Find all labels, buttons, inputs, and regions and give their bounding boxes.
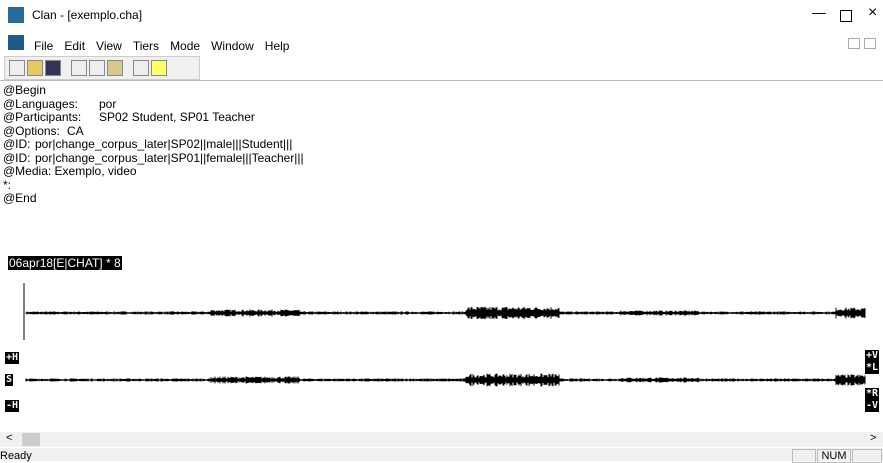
wave-label: +V: [865, 350, 880, 362]
scroll-right[interactable]: >: [870, 432, 877, 444]
text-line: @Languages: por: [3, 96, 117, 111]
mdi-restore[interactable]: [864, 38, 876, 49]
menu-item[interactable]: Window: [211, 39, 254, 53]
toolbar: [4, 56, 200, 80]
wave-label: -H: [5, 400, 20, 412]
wave-label: *R: [865, 388, 880, 400]
waveform: [23, 283, 866, 387]
app-icon: [8, 7, 24, 23]
help[interactable]: [151, 60, 167, 76]
status-line: 06apr18[E|CHAT] * 8: [8, 256, 122, 270]
text-line: @ID: por|change_corpus_later|SP02||male|…: [3, 137, 293, 151]
minimize[interactable]: —: [812, 4, 826, 20]
cut[interactable]: [71, 60, 87, 76]
menu-items: File Edit View Tiers Mode Window Help: [34, 37, 300, 55]
menu-item[interactable]: Tiers: [132, 39, 160, 53]
status-text: Ready: [0, 450, 32, 462]
maximize[interactable]: [840, 10, 852, 22]
text-line: *:: [3, 177, 12, 192]
scroll-thumb[interactable]: [22, 433, 40, 446]
menu-bar: File Edit View Tiers Mode Window Help: [0, 32, 883, 54]
divider: [0, 80, 883, 81]
window-title: Clan - [exemplo.cha]: [32, 8, 143, 22]
close[interactable]: ×: [868, 4, 878, 21]
open[interactable]: [27, 60, 43, 76]
wave-label: *L: [865, 362, 880, 374]
doc-icon: [8, 35, 24, 50]
wave-label: -V: [865, 400, 880, 412]
wave-top: [25, 306, 866, 320]
copy[interactable]: [89, 60, 105, 76]
menu-item[interactable]: File: [34, 39, 54, 53]
print[interactable]: [133, 60, 149, 76]
text-line: @Media: Exemplo, video: [3, 164, 137, 178]
wave-label: +H: [5, 352, 20, 364]
wave-label: S: [5, 374, 14, 386]
document-text: @Begin @Languages: por @Participants: SP02…: [3, 83, 304, 206]
text-line: @Options: CA: [3, 123, 84, 138]
wave-bottom: [25, 373, 866, 387]
h-scrollbar: < >: [0, 432, 883, 447]
paste[interactable]: [107, 60, 123, 76]
title-bar: Clan - [exemplo.cha] — ×: [0, 0, 883, 30]
mdi-min[interactable]: [848, 38, 860, 49]
text-line: @Participants: SP02 Student, SP01 Teache…: [3, 110, 255, 124]
menu-item[interactable]: Mode: [170, 39, 201, 53]
text-line: @Begin: [3, 83, 46, 97]
text-line: @End: [3, 191, 37, 205]
menu-item[interactable]: Help: [264, 39, 290, 53]
new[interactable]: [9, 60, 25, 76]
scroll-left[interactable]: <: [6, 432, 13, 444]
save[interactable]: [45, 60, 61, 76]
status-bar: Ready NUM: [0, 448, 883, 463]
menu-item[interactable]: Edit: [64, 39, 86, 53]
menu-item[interactable]: View: [96, 39, 122, 53]
text-line: @ID: por|change_corpus_later|SP01||femal…: [3, 150, 304, 165]
